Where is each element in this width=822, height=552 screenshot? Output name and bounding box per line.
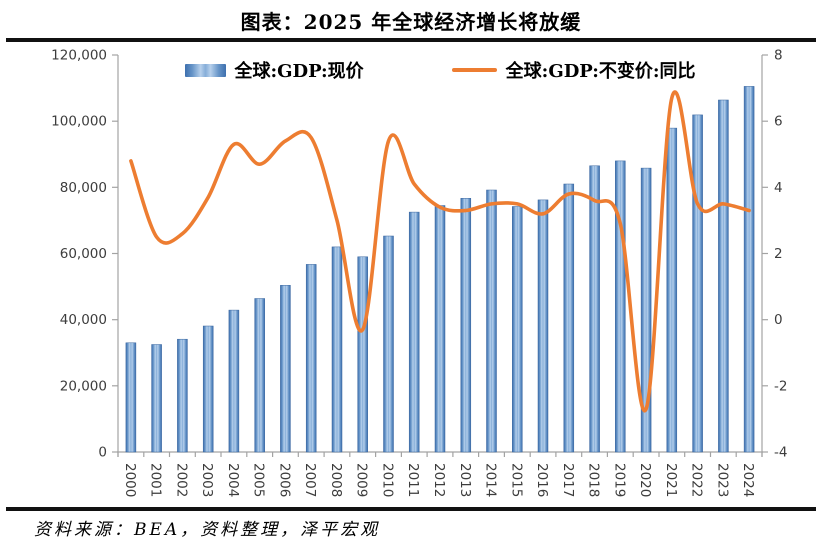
bar-2013 xyxy=(460,198,472,453)
right-axis-tick-label: 4 xyxy=(774,180,783,196)
page-title: 图表：2025 年全球经济增长将放缓 xyxy=(240,10,582,34)
x-axis-category-label: 2016 xyxy=(534,463,550,497)
left-axis-tick-label: 100,000 xyxy=(51,114,107,130)
bar-2003 xyxy=(202,325,214,453)
bar-2014 xyxy=(486,189,497,453)
bar-2016 xyxy=(537,199,549,453)
x-axis-category-label: 2013 xyxy=(457,463,473,497)
bar-2015 xyxy=(512,206,523,453)
x-axis-category-label: 2011 xyxy=(405,463,421,497)
x-axis-category-label: 2005 xyxy=(251,463,267,497)
left-axis: 0 20,000 40,000 60,000 80,000 100,000 120,000 xyxy=(51,48,118,461)
left-axis-tick-label: 0 xyxy=(98,445,107,461)
bar-2001 xyxy=(151,344,162,453)
left-axis-tick-label: 60,000 xyxy=(60,246,107,262)
x-axis-category-label: 2017 xyxy=(560,463,576,497)
right-axis-tick-label: 0 xyxy=(774,312,783,328)
growth-line xyxy=(129,90,751,413)
x-axis-category-label: 2023 xyxy=(714,463,730,497)
x-axis-category-label: 2024 xyxy=(740,463,756,497)
x-axis-category-label: 2009 xyxy=(354,463,370,497)
bar-2000 xyxy=(125,342,137,453)
x-axis-category-label: 2021 xyxy=(663,463,679,497)
x-axis-category-label: 2007 xyxy=(302,463,318,497)
right-axis-tick-label: 2 xyxy=(774,246,783,262)
x-axis-category-label: 2006 xyxy=(276,463,292,497)
x-axis-category-label: 2000 xyxy=(122,463,138,497)
bar-2012 xyxy=(434,205,446,453)
x-axis-category-label: 2012 xyxy=(431,463,447,497)
x-axis-category-label: 2019 xyxy=(611,463,627,497)
x-axis-category-label: 2018 xyxy=(586,463,602,497)
right-axis-tick-label: -4 xyxy=(774,445,787,461)
bar-2011 xyxy=(408,211,420,453)
left-axis-tick-label: 20,000 xyxy=(60,378,107,394)
right-axis-tick-label: -2 xyxy=(774,378,787,394)
x-axis-category-label: 2020 xyxy=(637,463,653,497)
x-axis-category-label: 2008 xyxy=(328,463,344,497)
bar-2020 xyxy=(640,167,652,453)
x-axis-category-label: 2001 xyxy=(148,463,164,497)
bar-2022 xyxy=(692,114,703,453)
right-axis-tick-label: 6 xyxy=(774,114,783,130)
bar-2007 xyxy=(305,264,317,453)
bottom-divider xyxy=(6,507,816,511)
bar-2006 xyxy=(280,285,291,453)
x-axis-category-label: 2004 xyxy=(225,463,241,497)
bar-2009 xyxy=(357,256,368,453)
bar-series xyxy=(125,86,755,453)
bar-2018 xyxy=(589,165,600,453)
source-note: 资料来源：BEA，资料整理，泽平宏观 xyxy=(34,520,381,540)
x-axis-category-label: 2003 xyxy=(199,463,215,497)
bar-2002 xyxy=(177,338,188,453)
x-axis-category-label: 2014 xyxy=(483,463,499,497)
x-axis: 2000 2001 2002 2003 2004 2005 2006 2007 2008 2009… xyxy=(117,452,763,497)
left-axis-tick-label: 40,000 xyxy=(60,312,107,328)
bar-2017 xyxy=(563,183,575,453)
bar-2024 xyxy=(743,86,755,453)
bar-2023 xyxy=(718,99,729,453)
x-axis-category-label: 2022 xyxy=(689,463,705,497)
left-axis-tick-label: 120,000 xyxy=(51,48,107,64)
top-divider xyxy=(6,38,816,42)
left-axis-tick-label: 80,000 xyxy=(60,180,107,196)
bar-2019 xyxy=(615,160,626,453)
right-axis: -4 -2 0 2 4 6 8 xyxy=(762,48,787,461)
x-axis-category-label: 2002 xyxy=(173,463,189,497)
bar-2008 xyxy=(331,246,343,453)
right-axis-tick-label: 8 xyxy=(774,48,783,64)
bar-2021 xyxy=(666,127,678,453)
bar-2004 xyxy=(228,309,240,453)
bar-2010 xyxy=(383,235,394,453)
bar-2005 xyxy=(254,298,265,453)
x-axis-category-label: 2010 xyxy=(380,463,396,497)
x-axis-category-label: 2015 xyxy=(508,463,524,497)
